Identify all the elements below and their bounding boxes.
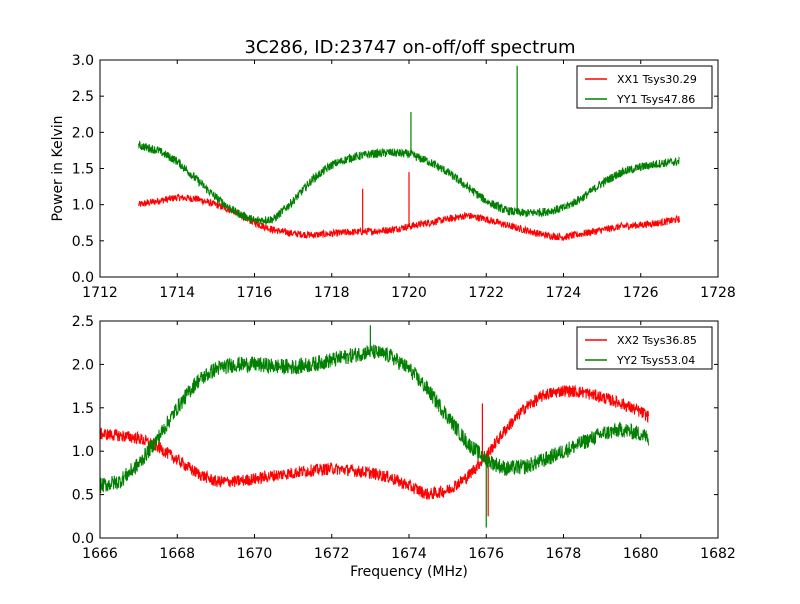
x-tick-label: 1726 bbox=[623, 285, 659, 301]
x-tick-label: 1666 bbox=[82, 546, 118, 562]
legend-box bbox=[576, 326, 713, 370]
x-tick-label: 1718 bbox=[314, 285, 350, 301]
x-tick-label: 1680 bbox=[623, 546, 659, 562]
y-axis-label: Power in Kelvin bbox=[50, 115, 66, 221]
y-tick-label: 1.5 bbox=[72, 401, 94, 417]
y-tick-label: 2.5 bbox=[72, 314, 94, 330]
y-tick-label: 2.0 bbox=[72, 125, 94, 141]
x-tick-label: 1676 bbox=[468, 546, 504, 562]
x-tick-label: 1714 bbox=[159, 285, 195, 301]
series-line-2 bbox=[138, 140, 680, 225]
series-line-1 bbox=[99, 384, 649, 500]
legend-label: YY1 Tsys47.86 bbox=[616, 93, 695, 106]
x-tick-label: 1672 bbox=[314, 546, 350, 562]
x-tick-label: 1716 bbox=[237, 285, 273, 301]
x-tick-label: 1712 bbox=[82, 285, 118, 301]
x-tick-label: 1720 bbox=[391, 285, 427, 301]
legend-box bbox=[576, 65, 713, 109]
x-tick-label: 1678 bbox=[546, 546, 582, 562]
legend-label: XX1 Tsys30.29 bbox=[617, 73, 697, 86]
series-line-2 bbox=[99, 344, 649, 494]
bottom-panel: 1666 1668 1670 1672 1674 1676 1678 1680 1682 0.0 0… bbox=[72, 314, 736, 580]
y-tick-label: 2.5 bbox=[72, 89, 94, 105]
top-panel: 1712 1714 1716 1718 1720 1722 1724 1726 1728 0.0 0… bbox=[50, 53, 736, 301]
y-tick-label: 0.5 bbox=[72, 488, 94, 504]
y-tick-label: 3.0 bbox=[72, 53, 94, 69]
legend-label: YY2 Tsys53.04 bbox=[616, 354, 695, 367]
x-tick-label: 1722 bbox=[468, 285, 504, 301]
y-tick-label: 1.5 bbox=[72, 162, 94, 178]
x-tick-label: 1668 bbox=[159, 546, 195, 562]
y-tick-label: 1.0 bbox=[72, 444, 94, 460]
x-tick-label: 1724 bbox=[546, 285, 582, 301]
x-tick-label: 1682 bbox=[700, 546, 736, 562]
y-tick-label: 0.5 bbox=[72, 234, 94, 250]
figure-title: 3C286, ID:23747 on-off/off spectrum bbox=[244, 37, 575, 58]
x-tick-label: 1728 bbox=[700, 285, 736, 301]
y-tick-label: 0.0 bbox=[72, 270, 94, 286]
y-tick-label: 1.0 bbox=[72, 198, 94, 214]
y-tick-label: 2.0 bbox=[72, 357, 94, 373]
x-axis-label: Frequency (MHz) bbox=[350, 564, 468, 580]
x-tick-label: 1670 bbox=[237, 546, 273, 562]
y-tick-label: 0.0 bbox=[72, 531, 94, 547]
x-tick-label: 1674 bbox=[391, 546, 427, 562]
legend: XX2 Tsys36.85 YY2 Tsys53.04 bbox=[576, 326, 713, 370]
legend: XX1 Tsys30.29 YY1 Tsys47.86 bbox=[576, 65, 713, 109]
legend-label: XX2 Tsys36.85 bbox=[617, 334, 697, 347]
